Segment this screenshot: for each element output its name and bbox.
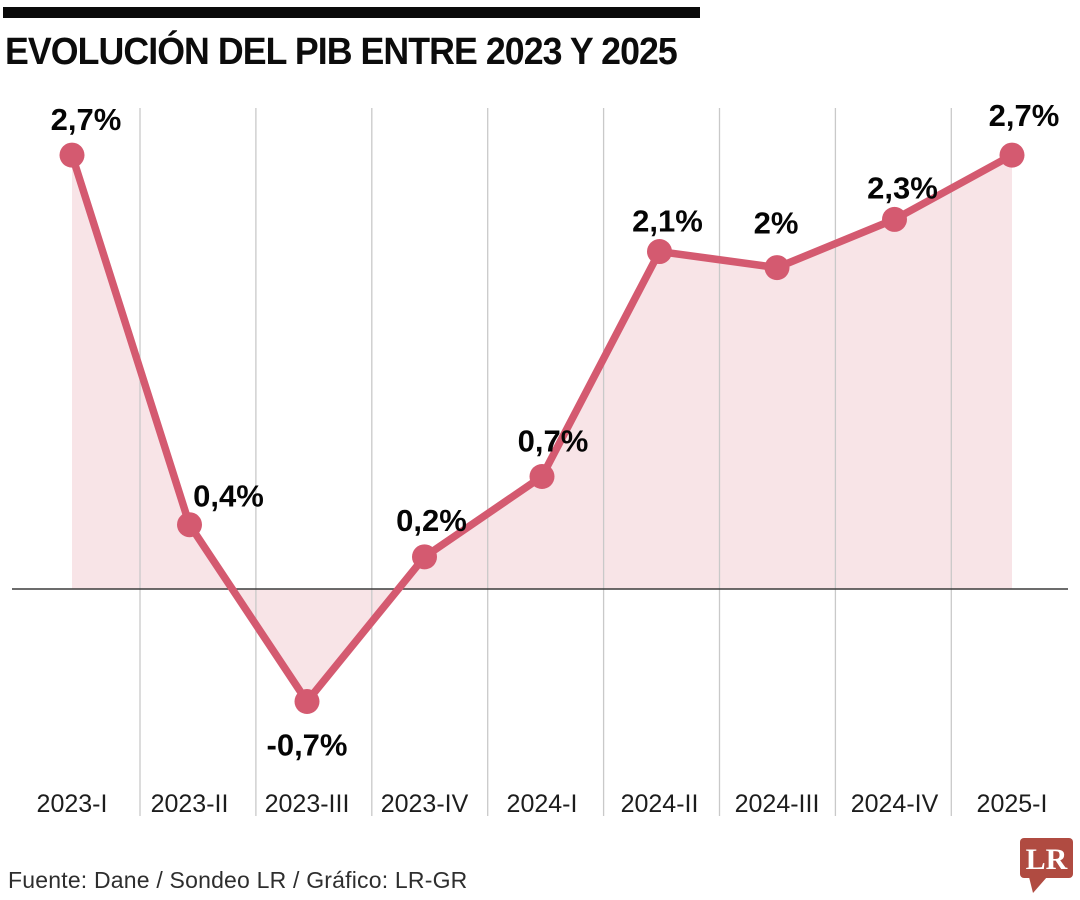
- data-point-label: 0,7%: [518, 424, 589, 459]
- data-point-marker: [177, 512, 202, 538]
- data-point-marker: [294, 688, 320, 714]
- x-axis-label: 2024-I: [507, 790, 578, 818]
- gdp-line-chart: 2,7% 0,4% -0,7% 0,2% 0,7% 2,1% 2% 2,3% 2,7% 2023-…: [12, 98, 1068, 818]
- data-point-marker: [59, 142, 85, 168]
- data-point-marker: [647, 239, 672, 265]
- data-point-label: 2,7%: [51, 102, 122, 137]
- data-point-marker: [882, 206, 907, 232]
- area-fill: [72, 155, 1012, 702]
- x-axis-label: 2024-II: [621, 790, 699, 818]
- lr-logo-text: LR: [1026, 843, 1068, 876]
- data-point-label: 0,2%: [396, 503, 467, 538]
- lr-logo-tail: [1029, 877, 1047, 893]
- x-axis-label: 2023-IV: [381, 790, 469, 818]
- header-accent-bar: [3, 7, 700, 18]
- data-point-marker: [412, 544, 437, 570]
- source-credit: Fuente: Dane / Sondeo LR / Gráfico: LR-G…: [8, 867, 468, 893]
- data-point-marker: [529, 464, 555, 490]
- x-axis-label: 2024-III: [735, 790, 820, 818]
- data-point-label: -0,7%: [267, 727, 348, 762]
- page-title: EVOLUCIÓN DEL PIB ENTRE 2023 Y 2025: [5, 31, 678, 73]
- x-axis-label: 2023-I: [37, 790, 108, 818]
- data-point-label: 2%: [754, 206, 799, 241]
- data-point-label: 2,1%: [632, 204, 703, 239]
- x-axis-label: 2023-II: [151, 790, 229, 818]
- lr-logo-bubble: [1020, 838, 1073, 878]
- x-axis-label: 2023-III: [265, 790, 350, 818]
- data-point-marker: [999, 142, 1025, 168]
- lr-logo: LR: [1020, 838, 1073, 893]
- x-axis-label: 2024-IV: [851, 790, 939, 818]
- data-point-label: 2,7%: [989, 98, 1060, 133]
- x-axis-label: 2025-I: [977, 790, 1048, 818]
- data-point-marker: [764, 255, 790, 281]
- data-point-label: 0,4%: [193, 479, 264, 514]
- data-point-label: 2,3%: [867, 170, 938, 205]
